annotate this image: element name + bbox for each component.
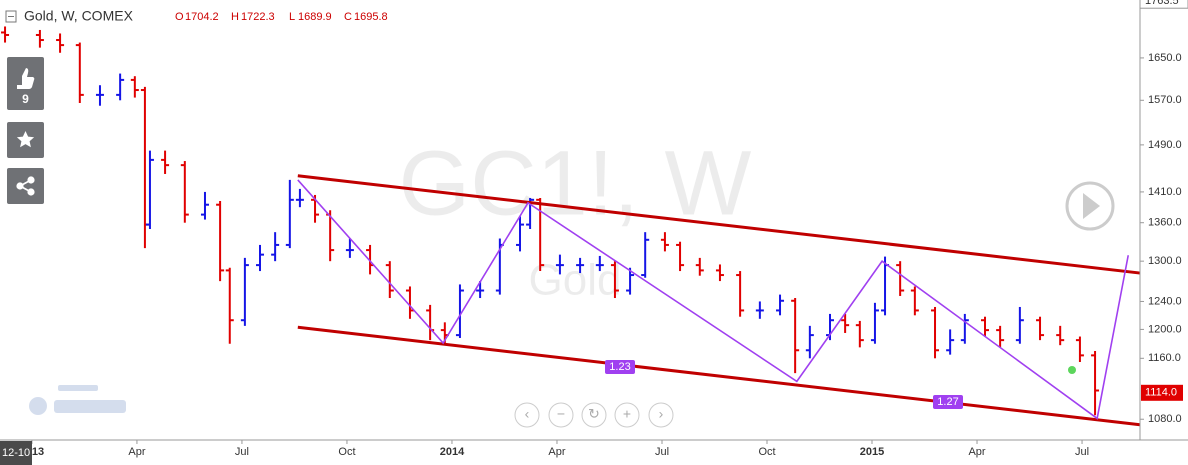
top-price-label: 1763.5 xyxy=(1145,0,1179,7)
ratio-label-box xyxy=(933,395,963,409)
x-tick-label: 2015 xyxy=(860,446,884,458)
scroll-left-icon: ‹ xyxy=(525,406,530,422)
zoom-controls: ‹ − ↻ + › xyxy=(514,402,674,428)
share-button[interactable] xyxy=(7,168,44,204)
x-tick-label: Apr xyxy=(548,446,565,458)
y-tick-label: 1570.0 xyxy=(1148,94,1182,106)
zoom-out[interactable] xyxy=(548,402,574,428)
header: Gold, W, COMEX O 1704.2 H 1722.3 L 1689.… xyxy=(5,8,388,24)
y-tick-label: 1490.0 xyxy=(1148,139,1182,151)
logo-top xyxy=(58,385,98,391)
play-triangle xyxy=(1083,193,1100,219)
y-tick-label: 1160.0 xyxy=(1148,352,1181,364)
y-tick-label: 1650.0 xyxy=(1148,52,1182,64)
overlay-labels: 1.23 1.27 1114.0 xyxy=(605,360,1183,409)
collapse-icon[interactable] xyxy=(5,10,17,23)
last-price-label: 1114.0 xyxy=(1145,387,1177,399)
y-tick-label: 1300.0 xyxy=(1148,255,1182,267)
x-tick-label: Jul xyxy=(235,446,249,458)
like-count: 9 xyxy=(22,92,29,106)
play-circle xyxy=(1065,181,1115,231)
logo-mark xyxy=(29,397,47,415)
zoom-out-icon: − xyxy=(557,406,565,422)
zoom-in-icon: + xyxy=(623,406,631,422)
scroll-right[interactable] xyxy=(648,402,674,428)
legend-c: 1695.8 xyxy=(354,11,388,23)
y-tick-label: 1360.0 xyxy=(1148,217,1182,229)
cursor-date: 12-10 xyxy=(2,447,30,459)
x-tick-label: Oct xyxy=(758,446,775,458)
side-buttons: 9 xyxy=(7,57,44,204)
scroll-right-icon: › xyxy=(659,406,664,422)
legend-o-label: O xyxy=(175,11,184,23)
x-tick-label: Apr xyxy=(128,446,145,458)
reset[interactable] xyxy=(581,402,607,428)
legend-l: 1689.9 xyxy=(298,11,332,23)
thumb-icon xyxy=(17,68,35,89)
star-icon xyxy=(16,131,35,148)
channel-upper xyxy=(297,174,1141,275)
last-price-box xyxy=(1141,384,1183,401)
watermark-symbol: GC1!, W xyxy=(399,132,752,234)
plot xyxy=(1,26,1141,427)
legend-c-label: C xyxy=(344,11,352,23)
top-price-box xyxy=(1139,0,1188,9)
symbol-title: Gold, W, COMEX xyxy=(24,8,134,24)
watermark-name: Gold xyxy=(529,256,622,305)
scroll-left[interactable] xyxy=(514,402,540,428)
zoom-in[interactable] xyxy=(614,402,640,428)
share-icon xyxy=(16,176,35,196)
logo xyxy=(29,385,126,415)
ratio-label-box xyxy=(605,360,635,374)
logo-word xyxy=(54,400,126,413)
watermark: GC1!, W Gold xyxy=(399,132,752,304)
x-tick-label: Jul xyxy=(1075,446,1089,458)
channel-lower xyxy=(297,325,1141,427)
legend-h: 1722.3 xyxy=(241,11,275,23)
alert-dot xyxy=(1068,366,1076,374)
y-tick-label: 1410.0 xyxy=(1148,186,1182,198)
ratio-label: 1.27 xyxy=(937,396,958,408)
x-tick-label: Apr xyxy=(968,446,985,458)
legend-o: 1704.2 xyxy=(185,11,219,23)
reset-icon: ↻ xyxy=(588,406,600,422)
play-button[interactable] xyxy=(1065,181,1115,231)
legend-l-label: L xyxy=(289,11,295,23)
x-tick-label: Oct xyxy=(338,446,355,458)
ratio-label: 1.23 xyxy=(609,361,630,373)
y-tick-label: 1080.0 xyxy=(1148,413,1182,425)
legend-h-label: H xyxy=(231,11,239,23)
x-tick-label: 2014 xyxy=(440,446,465,458)
y-tick-label: 1240.0 xyxy=(1148,295,1182,307)
cursor-date-box xyxy=(0,441,32,465)
zigzag xyxy=(297,179,1130,420)
y-tick-label: 1200.0 xyxy=(1148,323,1182,335)
x-tick-label: Jul xyxy=(655,446,669,458)
